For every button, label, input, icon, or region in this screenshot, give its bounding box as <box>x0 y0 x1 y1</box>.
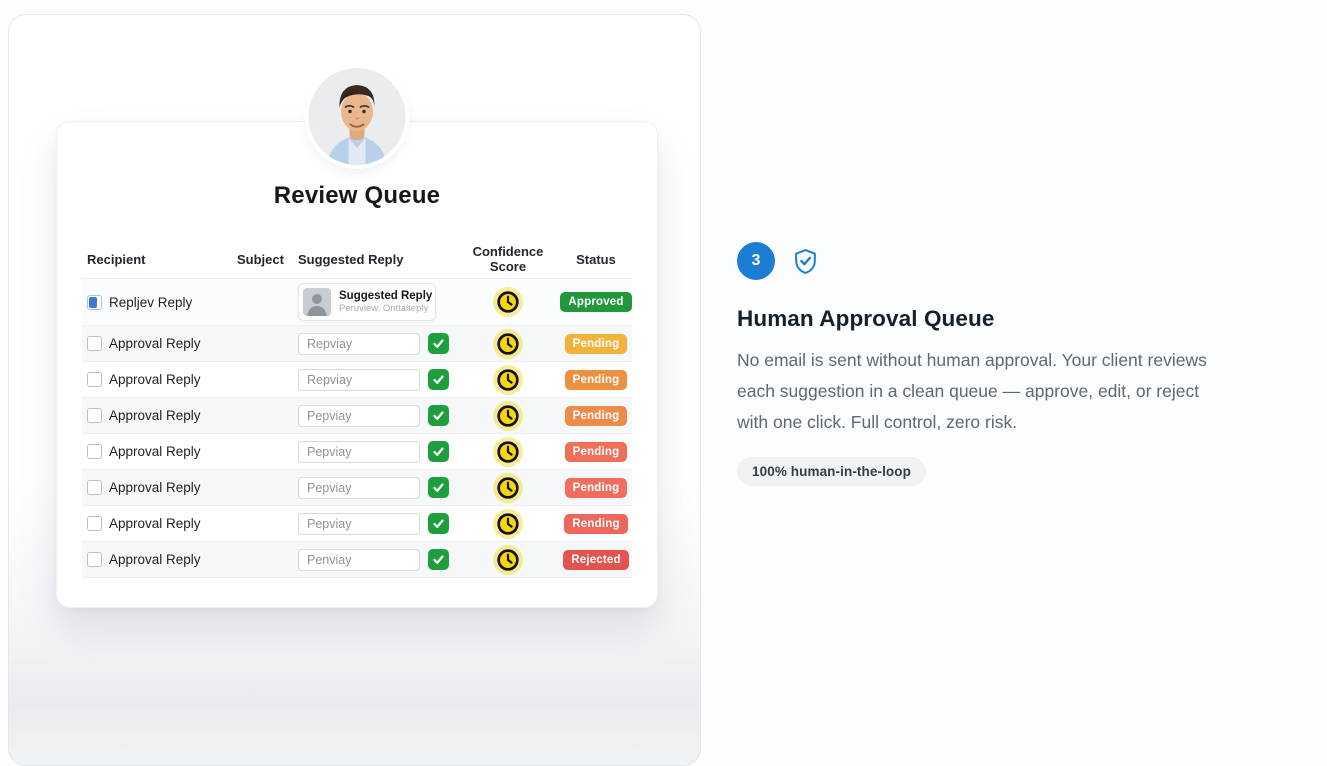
reply-card-subtitle: Peruview. Onttalteply <box>339 303 429 314</box>
feature-description: No email is sent without human approval.… <box>737 350 1207 433</box>
confidence-cell <box>456 291 560 313</box>
row-checkbox[interactable] <box>87 294 102 310</box>
feature-illustration-panel: Review Queue Recipient Subject Suggested… <box>8 14 701 766</box>
recipient-label: Repljev Reply <box>109 294 193 310</box>
clock-icon <box>497 404 519 427</box>
row-checkbox[interactable] <box>87 552 102 567</box>
reply-input[interactable] <box>298 332 420 355</box>
clock-icon <box>497 512 519 535</box>
reply-input[interactable] <box>298 548 420 571</box>
recipient-label: Approval Reply <box>109 516 201 531</box>
reply-card-title: Suggested Reply <box>339 290 433 302</box>
row-checkbox[interactable] <box>87 516 102 531</box>
row-checkbox[interactable] <box>87 336 102 351</box>
reply-input[interactable] <box>298 404 420 427</box>
clock-icon <box>497 291 519 313</box>
status-badge: Pending <box>564 477 628 498</box>
table-row[interactable]: Approval Reply Rending <box>82 506 632 542</box>
table-row[interactable]: Approval Reply Pending <box>82 326 632 362</box>
approve-check-icon[interactable] <box>428 405 449 426</box>
table-row[interactable]: Approval Reply Pending <box>82 398 632 434</box>
review-queue-table: Recipient Subject Suggested Reply Confid… <box>82 240 632 578</box>
avatar <box>308 68 406 165</box>
table-row-featured[interactable]: Repljev Reply Suggested Reply Peruview. … <box>82 279 632 326</box>
clock-icon <box>497 440 519 463</box>
featured-status-badge: Approved <box>560 292 632 312</box>
reply-input[interactable] <box>298 512 420 535</box>
approve-check-icon[interactable] <box>428 441 449 462</box>
approve-check-icon[interactable] <box>428 549 449 570</box>
avatar-illustration <box>308 68 406 165</box>
col-header-subject: Subject <box>237 251 284 267</box>
shield-check-icon <box>795 248 816 274</box>
approve-check-icon[interactable] <box>428 369 449 390</box>
col-header-status: Status <box>576 251 616 267</box>
clock-icon <box>497 332 519 355</box>
review-queue-card: Review Queue Recipient Subject Suggested… <box>56 68 658 608</box>
row-checkbox[interactable] <box>87 408 102 423</box>
step-header: 3 <box>737 242 1215 280</box>
table-row[interactable]: Approval Reply Pending <box>82 362 632 398</box>
suggested-reply-card[interactable]: Suggested Reply Peruview. Onttalteply <box>298 283 436 321</box>
recipient-label: Approval Reply <box>109 444 201 459</box>
clock-icon <box>497 476 519 499</box>
row-checkbox-cell <box>82 294 104 310</box>
reply-input[interactable] <box>298 368 420 391</box>
approve-check-icon[interactable] <box>428 477 449 498</box>
feature-heading: Human Approval Queue <box>737 306 995 331</box>
card-title: Review Queue <box>273 182 441 209</box>
recipient-label: Approval Reply <box>109 372 201 387</box>
col-header-suggested-reply: Suggested Reply <box>298 251 404 267</box>
status-badge: Rending <box>564 513 628 534</box>
status-badge: Rejected <box>563 549 629 570</box>
recipient-label: Approval Reply <box>109 552 201 567</box>
person-placeholder-icon <box>303 288 331 316</box>
table-header-row: Recipient Subject Suggested Reply Confid… <box>82 240 632 279</box>
row-checkbox[interactable] <box>87 444 102 459</box>
table-row[interactable]: Approval Reply Pending <box>82 434 632 470</box>
reply-input[interactable] <box>298 440 420 463</box>
reply-input[interactable] <box>298 476 420 499</box>
status-badge: Pending <box>564 333 628 354</box>
feature-detail-section: 3 Human Approval Queue No email is sent … <box>737 242 1215 487</box>
approve-check-icon[interactable] <box>428 333 449 354</box>
feature-badge: 100% human-in-the-loop <box>737 457 926 487</box>
recipient-label: Approval Reply <box>109 480 201 495</box>
recipient-label: Approval Reply <box>109 408 201 423</box>
col-header-confidence-score: Confidence Score <box>472 244 544 274</box>
clock-icon <box>497 548 519 571</box>
step-number-badge: 3 <box>737 242 775 280</box>
table-row[interactable]: Approval Reply Pending <box>82 470 632 506</box>
row-checkbox[interactable] <box>87 480 102 495</box>
clock-icon <box>497 368 519 391</box>
approve-check-icon[interactable] <box>428 513 449 534</box>
status-badge: Pending <box>564 405 628 426</box>
table-body: Approval Reply Pending Approval Reply <box>82 326 632 578</box>
row-checkbox[interactable] <box>87 372 102 387</box>
status-badge: Pending <box>564 369 628 390</box>
status-badge: Pending <box>564 441 628 462</box>
col-header-recipient: Recipient <box>87 251 146 267</box>
recipient-label: Approval Reply <box>109 336 201 351</box>
table-row[interactable]: Approval Reply Rejected <box>82 542 632 578</box>
